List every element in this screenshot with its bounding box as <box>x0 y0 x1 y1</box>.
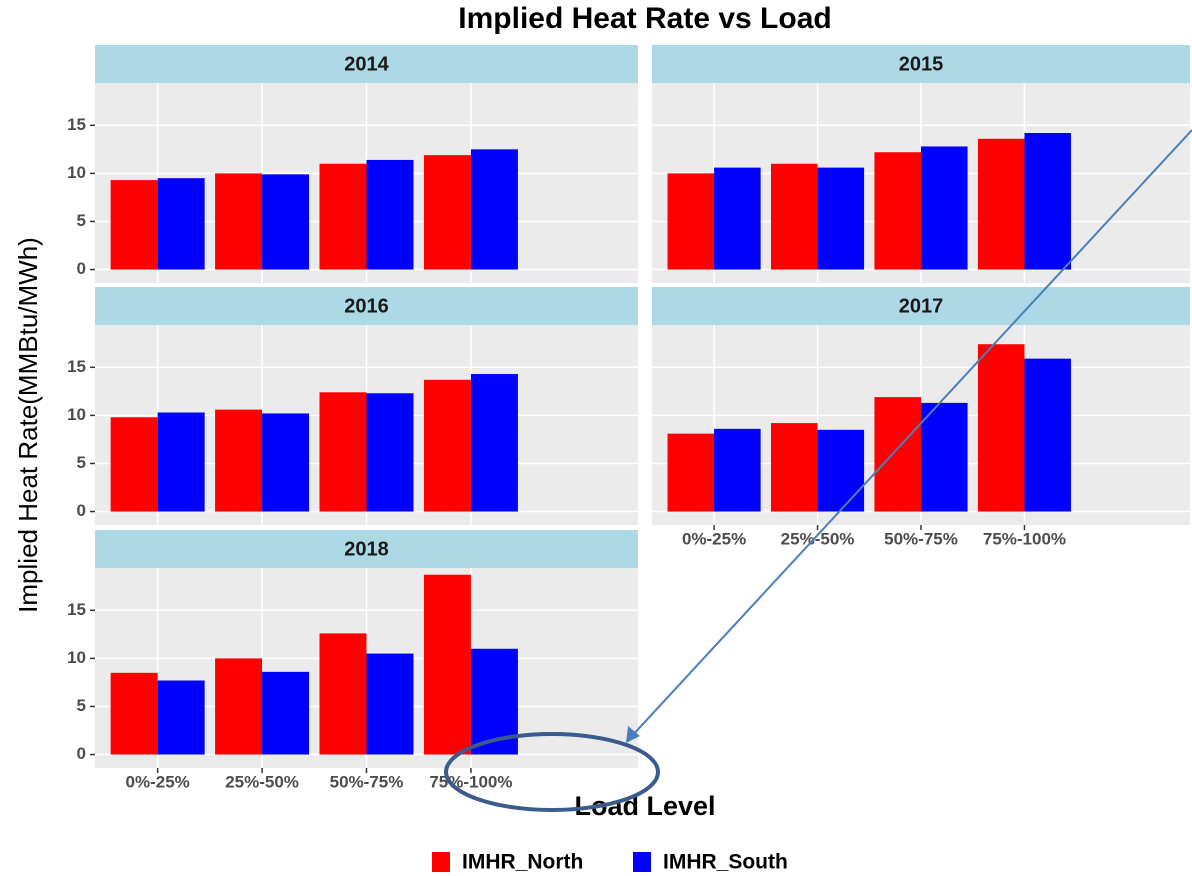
bar <box>817 429 865 512</box>
y-tick-label: 0 <box>77 501 86 520</box>
y-tick-label: 5 <box>77 211 86 230</box>
bar <box>215 658 263 755</box>
bar <box>470 149 518 270</box>
bar <box>423 574 471 755</box>
facet-title: 2014 <box>344 53 389 75</box>
bar <box>157 178 205 270</box>
bar <box>770 163 818 270</box>
bar <box>1024 133 1072 270</box>
x-tick-label: 75%-100% <box>983 529 1066 548</box>
legend-label: IMHR_South <box>663 851 788 874</box>
x-tick-label: 50%-75% <box>884 529 958 548</box>
bar <box>874 397 921 512</box>
bar <box>215 409 263 512</box>
strip <box>95 45 638 83</box>
bar <box>423 155 471 270</box>
y-tick-label: 15 <box>67 115 86 134</box>
bar <box>319 633 367 755</box>
bar <box>319 392 367 512</box>
bar <box>921 146 968 270</box>
legend-swatch <box>432 852 450 872</box>
bar <box>470 374 518 512</box>
strip <box>652 287 1190 325</box>
y-tick-label: 0 <box>77 744 86 763</box>
bar <box>977 344 1025 512</box>
x-tick-label: 0%-25% <box>682 529 746 548</box>
bar <box>366 159 414 270</box>
strip <box>95 530 638 568</box>
facet-title: 2016 <box>344 295 389 317</box>
x-tick-label: 25%-50% <box>225 772 299 791</box>
bar <box>1024 358 1072 512</box>
y-tick-label: 15 <box>67 357 86 376</box>
bar <box>667 173 715 270</box>
legend-swatch <box>633 852 651 872</box>
bar <box>977 138 1025 270</box>
bar <box>110 672 158 755</box>
y-tick-label: 10 <box>67 648 86 667</box>
x-tick-label: 0%-25% <box>126 772 190 791</box>
legend-label: IMHR_North <box>462 851 583 874</box>
annotation-ellipse <box>444 732 660 812</box>
bar <box>770 423 818 512</box>
bar <box>667 433 715 512</box>
x-tick-label: 25%-50% <box>781 529 855 548</box>
y-tick-label: 0 <box>77 259 86 278</box>
annotation-arrow <box>629 129 1192 739</box>
bar <box>215 173 263 270</box>
x-tick-label: 50%-75% <box>330 772 404 791</box>
bar <box>874 152 921 270</box>
legend: IMHR_North IMHR_South <box>432 851 788 874</box>
bar <box>366 653 414 755</box>
annotation-arrowhead <box>626 726 640 743</box>
bar <box>319 163 367 270</box>
bar <box>262 413 310 512</box>
bar <box>110 417 158 512</box>
bar <box>366 393 414 512</box>
y-tick-label: 10 <box>67 163 86 182</box>
facet-title: 2018 <box>344 538 389 560</box>
strip <box>652 45 1190 83</box>
bar <box>262 174 310 270</box>
bar <box>262 671 310 755</box>
bar <box>423 379 471 512</box>
bar <box>817 167 865 270</box>
bar <box>714 167 761 270</box>
chart-title: Implied Heat Rate vs Load <box>458 2 831 35</box>
y-tick-label: 10 <box>67 405 86 424</box>
y-tick-label: 5 <box>77 696 86 715</box>
strip <box>95 287 638 325</box>
bar <box>714 428 761 512</box>
bar <box>157 680 205 755</box>
bar <box>110 180 158 270</box>
bar <box>157 412 205 512</box>
y-axis-label: Implied Heat Rate(MMBtu/MWh) <box>13 237 43 613</box>
bar <box>921 402 968 512</box>
y-tick-label: 5 <box>77 453 86 472</box>
facet-title: 2017 <box>899 295 944 317</box>
x-tick-label: 75%-100% <box>429 772 512 791</box>
y-tick-label: 15 <box>67 600 86 619</box>
facet-title: 2015 <box>899 53 944 75</box>
